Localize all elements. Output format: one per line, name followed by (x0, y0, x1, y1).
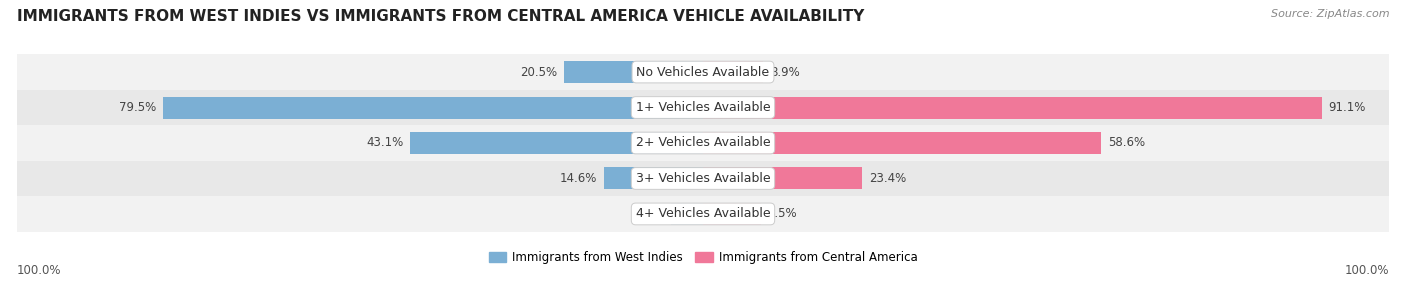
Bar (603, 168, 703, 189)
Bar (671, 203, 703, 225)
Text: 14.6%: 14.6% (560, 172, 598, 185)
Text: 4.7%: 4.7% (634, 207, 664, 221)
Text: 8.9%: 8.9% (770, 65, 800, 79)
Text: 3+ Vehicles Available: 3+ Vehicles Available (636, 172, 770, 185)
Bar (703, 61, 763, 83)
Bar (17, 54, 1389, 90)
Bar (703, 203, 761, 225)
Bar (411, 132, 703, 154)
Text: 100.0%: 100.0% (17, 265, 62, 277)
Bar (703, 97, 1322, 118)
Text: 2+ Vehicles Available: 2+ Vehicles Available (636, 136, 770, 150)
Bar (17, 90, 1389, 125)
Text: 79.5%: 79.5% (120, 101, 156, 114)
Bar (703, 168, 862, 189)
Text: 100.0%: 100.0% (1344, 265, 1389, 277)
Text: No Vehicles Available: No Vehicles Available (637, 65, 769, 79)
Bar (703, 132, 1101, 154)
Text: 4+ Vehicles Available: 4+ Vehicles Available (636, 207, 770, 221)
Text: 20.5%: 20.5% (520, 65, 557, 79)
Text: 8.5%: 8.5% (768, 207, 797, 221)
Bar (17, 196, 1389, 232)
Text: 91.1%: 91.1% (1329, 101, 1367, 114)
Text: 1+ Vehicles Available: 1+ Vehicles Available (636, 101, 770, 114)
Text: 23.4%: 23.4% (869, 172, 905, 185)
Text: 43.1%: 43.1% (366, 136, 404, 150)
Text: 58.6%: 58.6% (1108, 136, 1144, 150)
Bar (17, 161, 1389, 196)
Text: IMMIGRANTS FROM WEST INDIES VS IMMIGRANTS FROM CENTRAL AMERICA VEHICLE AVAILABIL: IMMIGRANTS FROM WEST INDIES VS IMMIGRANT… (17, 9, 865, 23)
Bar (17, 125, 1389, 161)
Text: Source: ZipAtlas.com: Source: ZipAtlas.com (1271, 9, 1389, 19)
Bar (163, 97, 703, 118)
Legend: Immigrants from West Indies, Immigrants from Central America: Immigrants from West Indies, Immigrants … (484, 247, 922, 269)
Bar (564, 61, 703, 83)
